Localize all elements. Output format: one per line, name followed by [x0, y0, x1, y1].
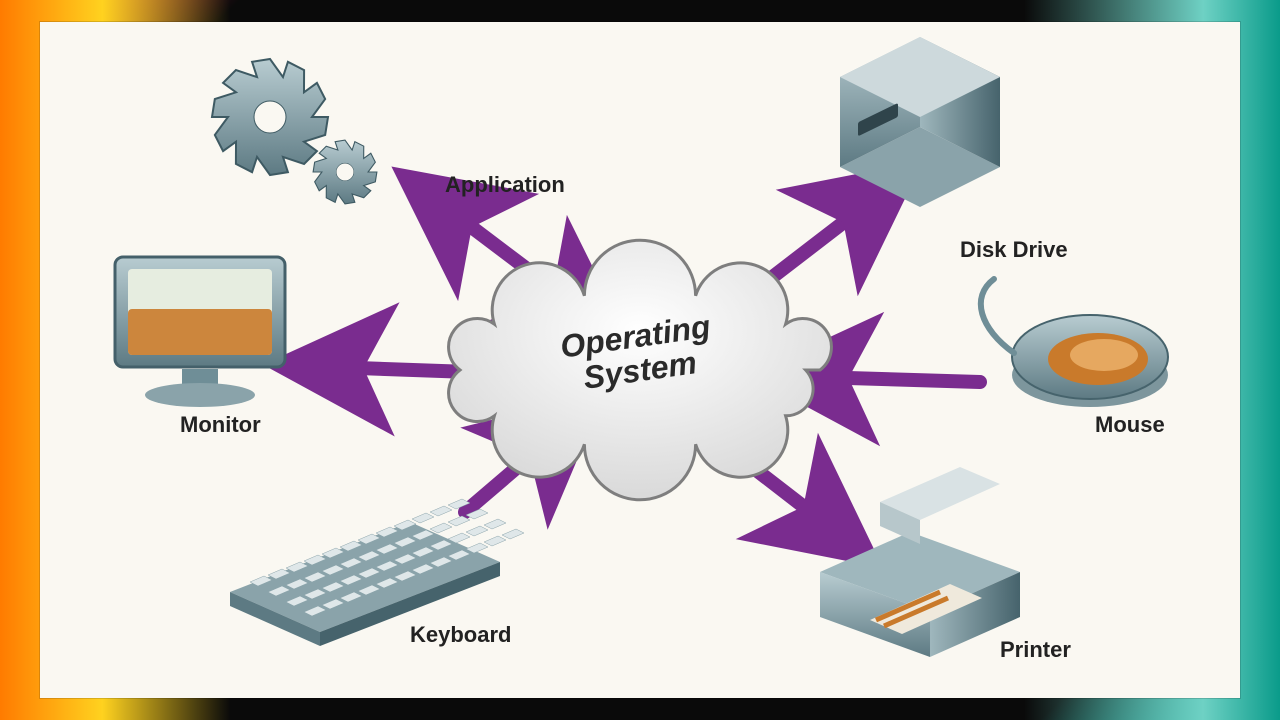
- label-disk-drive: Disk Drive: [960, 237, 1068, 263]
- slide-frame: OperatingSystem: [0, 0, 1280, 720]
- label-keyboard: Keyboard: [410, 622, 511, 648]
- label-monitor: Monitor: [180, 412, 261, 438]
- label-mouse: Mouse: [1095, 412, 1165, 438]
- monitor-icon: [115, 257, 285, 407]
- diagram-canvas: OperatingSystem: [40, 22, 1240, 698]
- application-icon: [212, 59, 377, 204]
- label-printer: Printer: [1000, 637, 1071, 663]
- mouse-icon: [981, 279, 1168, 407]
- center-cloud: OperatingSystem: [449, 240, 832, 500]
- label-application: Application: [445, 172, 565, 198]
- os-diagram: OperatingSystem: [40, 22, 1240, 698]
- printer-icon: [820, 467, 1020, 657]
- disk-drive-icon: [840, 37, 1000, 207]
